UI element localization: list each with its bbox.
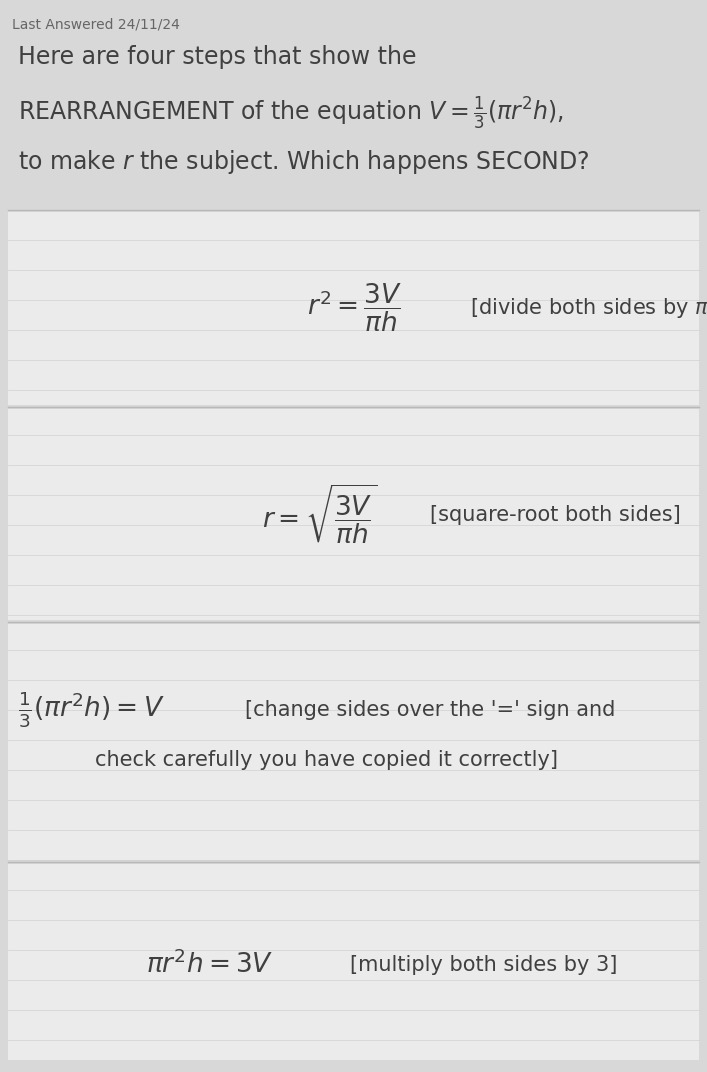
Text: REARRANGEMENT of the equation $V = \frac{1}{3}(\pi r^2 h)$,: REARRANGEMENT of the equation $V = \frac… (18, 95, 564, 132)
Text: [multiply both sides by 3]: [multiply both sides by 3] (350, 955, 617, 976)
Text: check carefully you have copied it correctly]: check carefully you have copied it corre… (95, 750, 558, 770)
Text: [square-root both sides]: [square-root both sides] (430, 505, 681, 525)
Bar (8, 410, 699, 620)
Text: Last Answered 24/11/24: Last Answered 24/11/24 (12, 18, 180, 32)
Bar (8, 212, 699, 405)
Text: [change sides over the '=' sign and: [change sides over the '=' sign and (245, 700, 615, 720)
Text: [divide both sides by $\pi h$]: [divide both sides by $\pi h$] (470, 296, 707, 321)
Text: $r = \sqrt{\dfrac{3V}{\pi h}}$: $r = \sqrt{\dfrac{3V}{\pi h}}$ (262, 482, 378, 547)
Bar (8, 864, 699, 1060)
Text: $r^2 = \dfrac{3V}{\pi h}$: $r^2 = \dfrac{3V}{\pi h}$ (307, 282, 402, 334)
Text: Here are four steps that show the: Here are four steps that show the (18, 45, 416, 69)
Bar (8, 624, 699, 860)
Text: to make $r$ the subject. Which happens SECOND?: to make $r$ the subject. Which happens S… (18, 148, 589, 176)
Text: $\frac{1}{3}(\pi r^2 h) = V$: $\frac{1}{3}(\pi r^2 h) = V$ (18, 690, 165, 730)
Text: $\pi r^2 h = 3V$: $\pi r^2 h = 3V$ (146, 951, 274, 979)
